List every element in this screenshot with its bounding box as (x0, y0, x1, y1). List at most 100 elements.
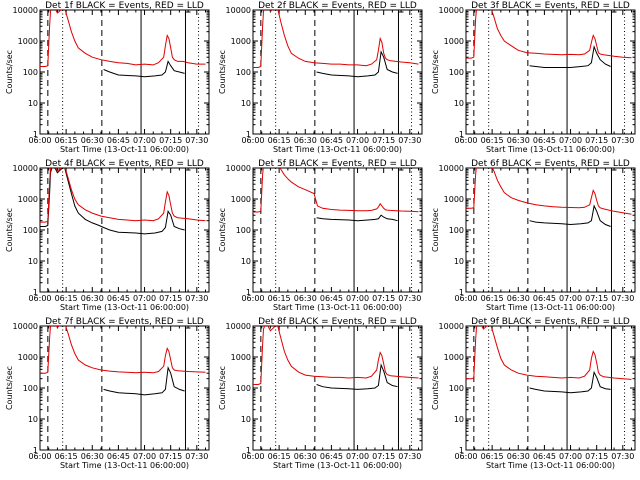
x-tick-label: 07:00 (346, 294, 369, 303)
x-axis-label: Start Time (13-Oct-11 06:00:00) (60, 461, 189, 470)
x-tick-label: 06:45 (320, 136, 343, 145)
y-tick-label: 10 (28, 415, 38, 424)
plot-frame (252, 9, 423, 135)
x-tick-label: 06:00 (454, 136, 477, 145)
plot-frame (465, 9, 636, 135)
y-tick-label: 100 (236, 226, 251, 235)
x-tick-label: 06:45 (533, 294, 556, 303)
x-tick-label: 06:30 (507, 294, 530, 303)
plot-frame (465, 167, 636, 293)
y-tick-label: 10 (454, 415, 464, 424)
x-tick-label: 07:00 (559, 452, 582, 461)
x-tick-label: 06:15 (268, 136, 291, 145)
y-tick-label: 100 (23, 384, 38, 393)
panel-title: Det 9f BLACK = Events, RED = LLD (471, 317, 630, 327)
y-tick-label: 10000 (439, 322, 464, 331)
y-tick-label: 10 (454, 257, 464, 266)
x-tick-label: 06:00 (28, 452, 51, 461)
x-axis-label: Start Time (13-Oct-11 06:00:00) (273, 145, 402, 154)
y-tick-label: 1 (246, 446, 251, 455)
x-tick-label: 07:30 (185, 452, 208, 461)
y-tick-label: 1 (33, 288, 38, 297)
y-tick-label: 10 (241, 257, 251, 266)
x-tick-label: 07:30 (611, 136, 634, 145)
marker-bracket (184, 169, 191, 174)
x-tick-label: 06:15 (55, 294, 78, 303)
series-group (466, 326, 632, 394)
x-tick-label: 07:15 (372, 294, 395, 303)
x-tick-label: 06:00 (28, 136, 51, 145)
y-tick-label: 100 (449, 384, 464, 393)
detector-panel-7: Det 7f BLACK = Events, RED = LLD 1 10 100 10… (5, 317, 210, 470)
series-group (40, 168, 206, 235)
y-tick-label: 10 (241, 99, 251, 108)
x-tick-label: 06:15 (55, 452, 78, 461)
y-axis-label: Counts/sec (218, 366, 227, 410)
series-group (253, 10, 419, 78)
x-tick-label: 06:00 (241, 294, 264, 303)
marker-bracket (397, 169, 404, 174)
x-tick-label: 06:30 (507, 452, 530, 461)
series-group (40, 326, 206, 396)
y-tick-label: 10000 (13, 6, 38, 15)
series-line-lld (253, 326, 419, 385)
x-tick-label: 07:15 (585, 136, 608, 145)
y-tick-label: 10000 (439, 6, 464, 15)
x-tick-label: 06:00 (454, 294, 477, 303)
y-tick-label: 1000 (231, 195, 251, 204)
marker-bracket (610, 169, 617, 174)
panel-title: Det 5f BLACK = Events, RED = LLD (258, 159, 417, 169)
x-tick-label: 06:30 (507, 136, 530, 145)
x-tick-label: 06:30 (294, 136, 317, 145)
marker-bracket (397, 327, 404, 332)
x-tick-label: 07:15 (585, 452, 608, 461)
series-line-events (103, 60, 185, 78)
detector-panel-9: Det 9f BLACK = Events, RED = LLD 1 10 100 10… (431, 317, 636, 470)
y-tick-label: 1000 (18, 195, 38, 204)
x-tick-label: 06:15 (268, 452, 291, 461)
x-tick-label: 06:30 (81, 136, 104, 145)
y-tick-label: 1 (246, 288, 251, 297)
x-tick-label: 07:00 (133, 452, 156, 461)
x-tick-label: 07:30 (185, 294, 208, 303)
y-tick-label: 100 (236, 384, 251, 393)
y-axis-label: Counts/sec (218, 208, 227, 252)
series-line-lld (466, 168, 632, 215)
y-tick-label: 1000 (231, 353, 251, 362)
x-tick-label: 07:00 (346, 452, 369, 461)
panel-title: Det 2f BLACK = Events, RED = LLD (258, 1, 417, 11)
series-line-events (529, 370, 611, 394)
y-axis-label: Counts/sec (5, 366, 14, 410)
x-tick-label: 06:45 (107, 452, 130, 461)
x-tick-label: 06:00 (241, 136, 264, 145)
panel-title: Det 1f BLACK = Events, RED = LLD (45, 1, 204, 11)
y-tick-label: 10 (28, 257, 38, 266)
panel-title: Det 8f BLACK = Events, RED = LLD (258, 317, 417, 327)
x-tick-label: 06:45 (533, 452, 556, 461)
y-tick-label: 1 (459, 446, 464, 455)
y-axis-label: Counts/sec (5, 208, 14, 252)
x-tick-label: 06:00 (28, 294, 51, 303)
series-line-lld (40, 326, 206, 374)
x-tick-label: 07:15 (159, 294, 182, 303)
x-tick-label: 06:30 (294, 452, 317, 461)
x-tick-label: 06:30 (81, 294, 104, 303)
x-tick-label: 07:30 (185, 136, 208, 145)
series-line-lld (40, 10, 206, 67)
x-tick-label: 07:00 (559, 136, 582, 145)
x-axis-label: Start Time (13-Oct-11 06:00:00) (486, 303, 615, 312)
x-tick-label: 07:15 (372, 452, 395, 461)
x-axis-label: Start Time (13-Oct-11 06:00:00) (273, 461, 402, 470)
series-line-events (316, 363, 398, 390)
panel-title: Det 3f BLACK = Events, RED = LLD (471, 1, 630, 11)
x-tick-label: 07:00 (559, 294, 582, 303)
x-tick-label: 06:15 (481, 136, 504, 145)
panel-title: Det 6f BLACK = Events, RED = LLD (471, 159, 630, 169)
x-tick-label: 07:15 (159, 136, 182, 145)
y-tick-label: 1000 (444, 353, 464, 362)
series-line-events (316, 214, 398, 222)
y-tick-label: 1 (33, 130, 38, 139)
series-line-lld (40, 168, 206, 223)
y-tick-label: 1 (459, 288, 464, 297)
